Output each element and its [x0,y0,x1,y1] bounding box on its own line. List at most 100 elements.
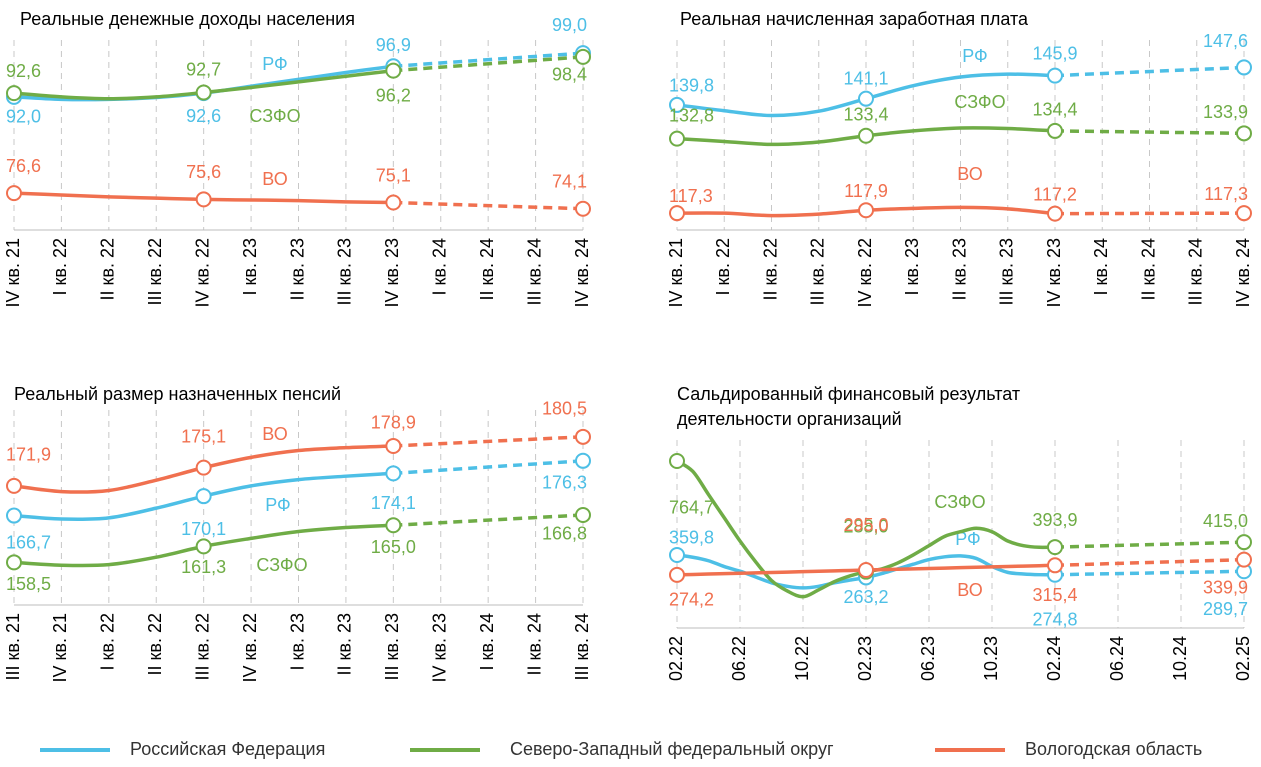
x-tick-label: IV кв. 21 [3,238,23,307]
chart-title: деятельности организаций [677,409,902,429]
x-tick-label: III кв. 22 [808,238,828,305]
x-tick-label: III кв. 21 [3,613,23,680]
x-tick-label: III кв. 23 [997,238,1017,305]
forecast-line [1054,540,1245,549]
chart-title: Реальная начисленная заработная плата [680,9,1029,29]
marker [195,538,212,555]
value-label: 141,1 [843,68,888,88]
series-name: СЗФО [256,555,307,575]
value-label: 176,3 [542,473,587,493]
value-label: 415,0 [1203,511,1248,531]
marker [1047,122,1063,139]
value-label: 76,6 [6,156,41,176]
series-name: СЗФО [934,492,985,512]
value-label: 171,9 [6,445,51,465]
x-tick-label: I кв. 23 [240,238,260,295]
forecast-line [393,435,584,448]
series-name: ВО [957,164,982,184]
x-tick-label: 02.25 [1233,636,1253,681]
forecast-line [393,459,584,476]
x-tick-label: IV кв. 21 [666,238,686,307]
value-label: 165,0 [371,537,416,557]
x-tick-label: IV кв. 22 [240,613,260,682]
series-name: РФ [955,529,981,549]
series-name: РФ [262,54,288,74]
value-label: 315,4 [1032,585,1077,605]
x-tick-label: II кв. 23 [949,238,969,300]
forecast-line [1054,129,1245,136]
marker [669,130,685,147]
marker [1236,59,1252,76]
forecast-line [393,513,584,528]
series-name: РФ [962,46,988,66]
marker [1236,534,1252,551]
x-tick-label: 06.22 [729,636,749,681]
x-tick-label: I кв. 22 [713,238,733,295]
x-tick-label: I кв. 24 [477,613,497,670]
value-label: 117,9 [844,181,888,201]
series-name: ВО [262,424,287,444]
value-label: 75,1 [376,165,411,185]
value-label: 295,0 [843,515,888,535]
chart-title: Сальдированный финансовый результат [677,384,1020,404]
x-tick-label: II кв. 22 [98,238,118,300]
marker [858,202,874,219]
value-label: 117,3 [669,186,713,206]
x-tick-label: 06.24 [1107,636,1127,681]
marker [195,488,212,505]
value-label: 92,0 [6,107,41,127]
chart-title: Реальные денежные доходы населения [20,9,355,29]
series-name: РФ [265,495,291,515]
marker [385,465,402,482]
value-label: 274,2 [669,590,714,610]
marker [669,205,685,222]
value-label: 166,8 [542,524,587,544]
x-tick-label: II кв. 24 [524,613,544,675]
x-tick-label: IV кв. 22 [192,238,212,307]
marker [385,194,402,211]
marker [575,506,591,523]
marker [1236,205,1252,222]
marker [385,437,402,454]
chart-title: Реальный размер назначенных пенсий [14,384,341,404]
legend-label: Северо-Западный федеральный округ [510,739,834,759]
value-label: 98,4 [552,65,587,85]
value-label: 96,2 [376,85,411,105]
value-label: 133,4 [843,104,888,124]
value-label: 139,8 [669,76,714,96]
marker [858,90,874,107]
forecast-line [1054,557,1245,568]
value-label: 263,2 [843,587,888,607]
x-tick-label: III кв. 22 [192,613,212,680]
marker [858,562,874,579]
marker [575,452,591,469]
marker [1047,539,1063,556]
value-label: 133,9 [1203,102,1248,122]
marker [1047,557,1063,574]
marker [6,185,22,202]
value-label: 117,3 [1204,184,1248,204]
marker [575,428,591,445]
value-label: 359,8 [669,528,714,548]
x-tick-label: IV кв. 23 [382,238,402,307]
value-label: 96,9 [376,35,411,55]
x-tick-label: III кв. 23 [382,613,402,680]
x-tick-label: 10.23 [981,636,1001,681]
value-label: 147,6 [1203,31,1248,51]
x-tick-label: II кв. 22 [760,238,780,300]
forecast-line [1054,65,1245,78]
x-tick-label: IV кв. 23 [430,613,450,682]
marker [1236,551,1252,568]
marker [6,554,22,571]
marker [6,85,22,102]
value-label: 175,1 [181,426,226,446]
marker [6,507,22,524]
marker [669,566,685,583]
value-label: 166,7 [6,532,51,552]
x-tick-label: II кв. 23 [335,613,355,675]
x-tick-label: IV кв. 24 [1233,238,1253,307]
marker [385,517,402,534]
value-label: 158,5 [6,574,51,594]
series-name: ВО [262,169,287,189]
